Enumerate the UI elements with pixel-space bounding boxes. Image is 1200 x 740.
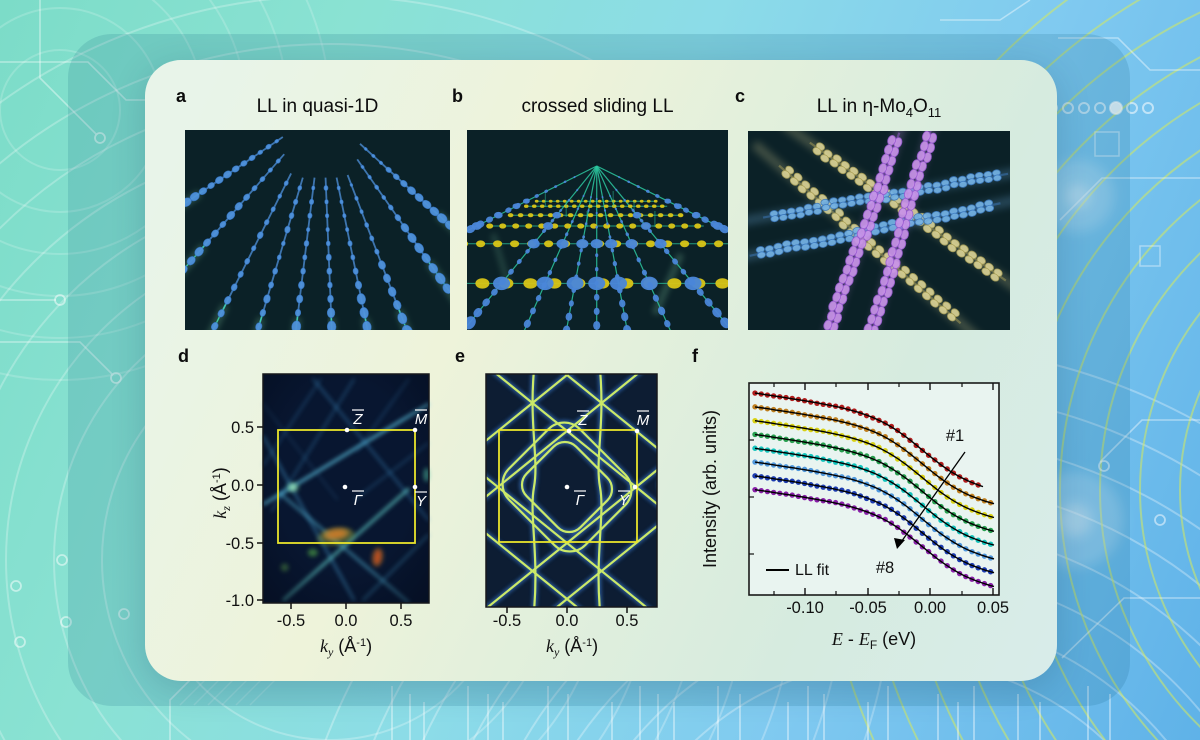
svg-text:-0.05: -0.05	[849, 599, 887, 617]
svg-text:ky (Å-1): ky (Å-1)	[320, 636, 372, 659]
svg-text:Y: Y	[619, 492, 630, 509]
panel-a-title: LL in quasi-1D	[256, 96, 379, 117]
panel-label-d: d	[178, 346, 189, 366]
panel-label-b: b	[452, 86, 463, 106]
panel-label-f: f	[692, 346, 698, 366]
svg-text:0.05: 0.05	[977, 599, 1009, 617]
svg-text:Y: Y	[416, 493, 427, 510]
crossed-bead-chains	[748, 131, 1010, 330]
arpes-map: Z M Γ Y	[262, 373, 430, 604]
beaded-landau-level-rays	[185, 136, 450, 330]
svg-text:Z: Z	[352, 411, 363, 428]
svg-text:0.5: 0.5	[616, 612, 639, 630]
svg-text:-0.10: -0.10	[786, 599, 824, 617]
svg-text:0.0: 0.0	[556, 612, 579, 630]
figure-card: a b c d e f LL in quasi-1D crossed slidi…	[145, 60, 1057, 681]
intensity-axis-label: Intensity (arb. units)	[700, 410, 720, 568]
svg-text:M: M	[637, 412, 650, 429]
svg-text:-0.5: -0.5	[226, 535, 254, 553]
svg-text:0.00: 0.00	[914, 599, 946, 617]
panel-d-axes: 0.5 0.0 -0.5 -1.0 -0.5 0.0 0.5 ky (Å-1) kz (Å-1)	[210, 419, 412, 659]
edc-plot: LL fit #1 #8	[748, 382, 1000, 596]
edc-curves	[752, 390, 995, 589]
panel-b-title: crossed sliding LL	[521, 96, 674, 117]
panel-e-calculated-fermi-surface: Z M Γ Y -0.5 0.0 0.5 ky (Å-1)	[485, 373, 658, 659]
panel-a-illustration-quasi1d-LL	[185, 130, 450, 330]
svg-text:-0.5: -0.5	[277, 612, 305, 630]
panel-f-axes: -0.10 -0.05 0.00 0.05 E - EF (eV) Intensity (…	[700, 410, 1009, 652]
fermi-surface-pattern: Z M Γ Y	[485, 373, 658, 608]
panel-label-c: c	[735, 86, 746, 106]
svg-text:-0.5: -0.5	[493, 612, 521, 630]
panel-c-title: LL in η-Mo4O11	[816, 96, 942, 120]
panel-b-illustration-crossed-sliding-LL	[467, 130, 728, 330]
svg-text:Γ: Γ	[354, 492, 364, 509]
svg-text:-1.0: -1.0	[226, 592, 254, 610]
svg-text:0.5: 0.5	[390, 612, 413, 630]
panel-d-arpes-fermi-map: Z M Γ Y 0.5 0.0 -0.5 -1.0 -0.5 0.0 0.5 ky (Å-1) kz (…	[210, 373, 430, 659]
svg-text:ky (Å-1): ky (Å-1)	[546, 636, 598, 659]
panel-label-a: a	[176, 86, 187, 106]
svg-text:Γ: Γ	[576, 492, 586, 509]
annotation-curve-8: #8	[876, 559, 894, 577]
panel-f-edc-ll-fit-chart: LL fit #1 #8 -0.10 -0.05 0.00 0.05 E - EF (eV) I…	[700, 382, 1009, 652]
svg-text:M: M	[415, 411, 428, 428]
panel-c-illustration-Mo4O11-LL	[748, 131, 1010, 330]
svg-text:kz (Å-1): kz (Å-1)	[210, 467, 233, 518]
panel-e-axes: -0.5 0.0 0.5 ky (Å-1)	[493, 607, 639, 659]
svg-text:0.0: 0.0	[231, 477, 254, 495]
svg-text:Z: Z	[577, 412, 588, 429]
svg-text:0.5: 0.5	[231, 419, 254, 437]
svg-text:E - EF (eV): E - EF (eV)	[831, 629, 916, 652]
crossed-sliding-LL-scene	[467, 165, 728, 330]
annotation-curve-1: #1	[946, 427, 964, 445]
svg-text:0.0: 0.0	[335, 612, 358, 630]
panel-label-e: e	[455, 346, 466, 366]
ll-fit-legend: LL fit	[795, 562, 830, 579]
